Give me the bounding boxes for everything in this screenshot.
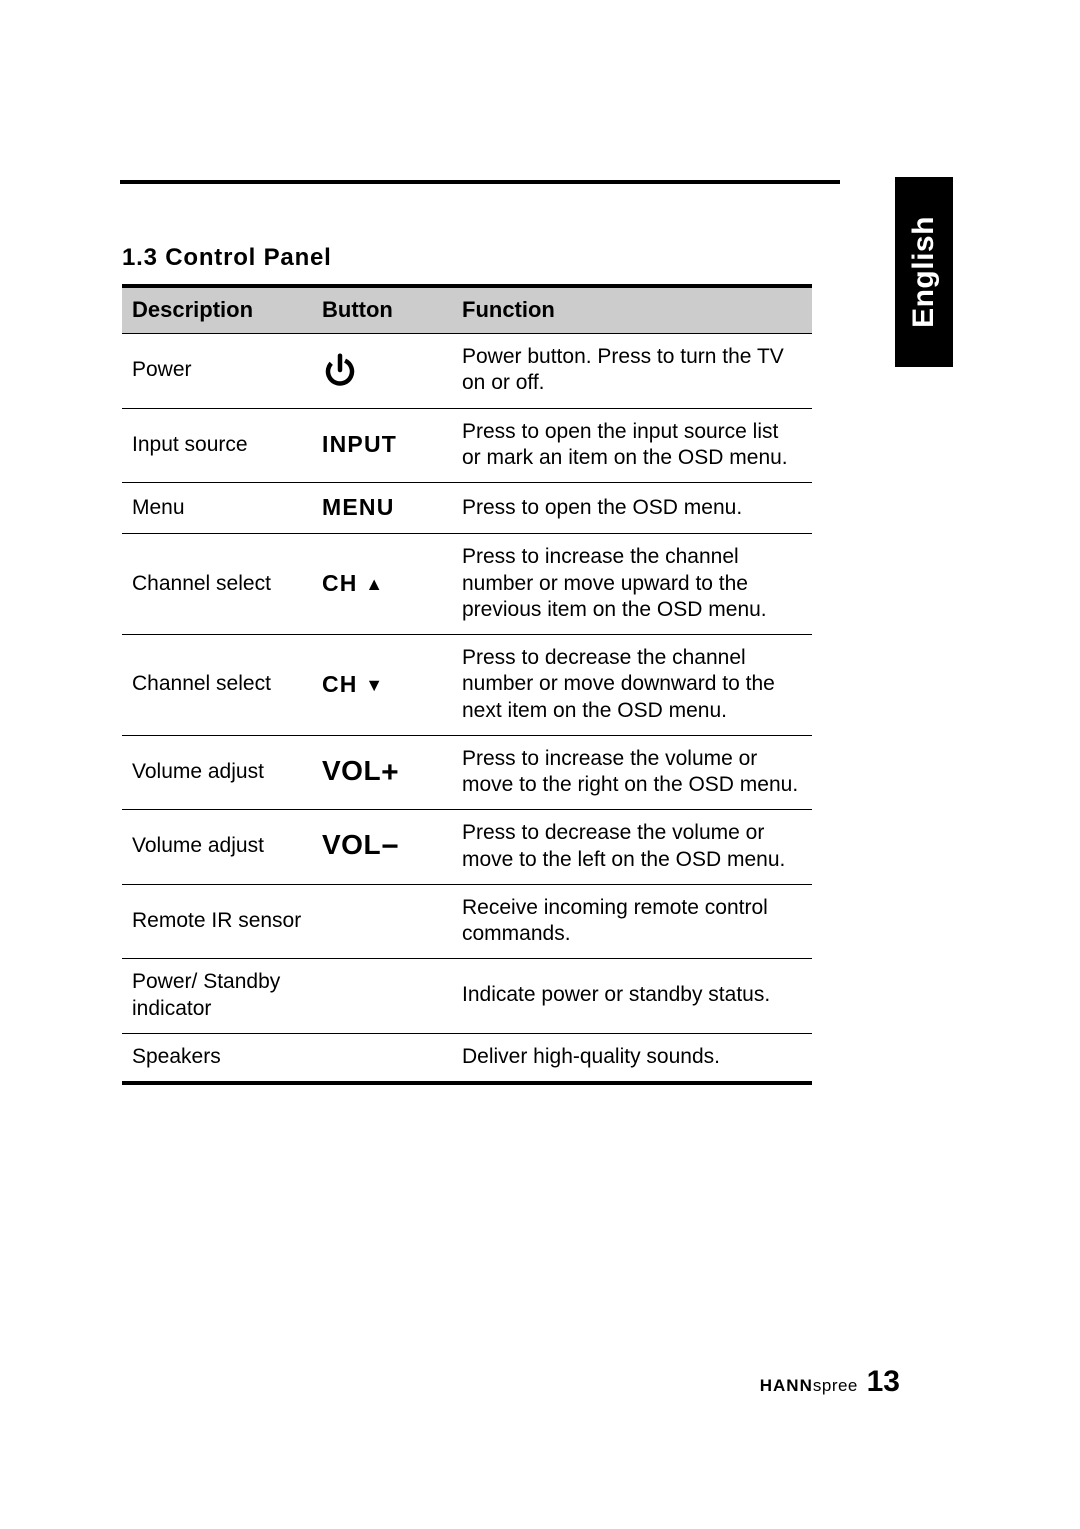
table-header-row: Description Button Function (122, 286, 812, 334)
cell-description: Input source (122, 408, 312, 483)
ch-text: CH (322, 671, 358, 697)
cell-button (312, 1033, 452, 1083)
cell-description: Menu (122, 483, 312, 534)
table-row: Menu MENU Press to open the OSD menu. (122, 483, 812, 534)
cell-button (312, 959, 452, 1034)
cell-function: Deliver high-quality sounds. (452, 1033, 812, 1083)
power-icon (322, 352, 442, 388)
col-header-description: Description (122, 286, 312, 334)
table-row: Speakers Deliver high-quality sounds. (122, 1033, 812, 1083)
cell-button: CH ▲ (312, 534, 452, 635)
cell-button: VOL− (312, 810, 452, 885)
input-button-label: INPUT (322, 431, 397, 457)
ch-up-label: CH ▲ (322, 570, 384, 596)
cell-description: Volume adjust (122, 810, 312, 885)
cell-button (312, 884, 452, 959)
manual-page: English 1.3 Control Panel Description Bu… (0, 0, 1080, 1529)
page-number: 13 (867, 1365, 900, 1398)
table-row: Remote IR sensor Receive incoming remote… (122, 884, 812, 959)
cell-function: Press to open the input source list or m… (452, 408, 812, 483)
table-row: Volume adjust VOL+ Press to increase the… (122, 735, 812, 810)
minus-icon: − (381, 830, 399, 863)
top-rule (120, 180, 840, 184)
vol-text: VOL (322, 829, 381, 860)
table-row: Power Power button. Press to turn the TV… (122, 334, 812, 409)
ch-text: CH (322, 570, 358, 596)
language-tab: English (895, 177, 953, 367)
cell-function: Press to open the OSD menu. (452, 483, 812, 534)
cell-description: Channel select (122, 534, 312, 635)
cell-button: INPUT (312, 408, 452, 483)
cell-button (312, 334, 452, 409)
vol-down-label: VOL− (322, 829, 399, 860)
page-footer: HANNspree 13 (760, 1365, 900, 1399)
table-row: Channel select CH ▲ Press to increase th… (122, 534, 812, 635)
cell-function: Press to decrease the volume or move to … (452, 810, 812, 885)
section-heading: 1.3 Control Panel (122, 244, 332, 272)
cell-description: Remote IR sensor (122, 884, 312, 959)
table-body: Power Power button. Press to turn the TV… (122, 334, 812, 1084)
triangle-up-icon: ▲ (365, 574, 384, 594)
cell-function: Press to increase the volume or move to … (452, 735, 812, 810)
ch-down-label: CH ▼ (322, 671, 384, 697)
table-row: Channel select CH ▼ Press to decrease th… (122, 635, 812, 736)
control-panel-table: Description Button Function Power Power … (122, 284, 812, 1085)
cell-description: Volume adjust (122, 735, 312, 810)
cell-function: Receive incoming remote control commands… (452, 884, 812, 959)
cell-function: Press to decrease the channel number or … (452, 635, 812, 736)
cell-function: Press to increase the channel number or … (452, 534, 812, 635)
cell-function: Indicate power or standby status. (452, 959, 812, 1034)
brand-light: spree (813, 1376, 858, 1395)
plus-icon: + (381, 756, 399, 789)
col-header-button: Button (312, 286, 452, 334)
brand-bold: HANN (760, 1376, 813, 1395)
language-label: English (907, 216, 941, 328)
menu-button-label: MENU (322, 494, 395, 520)
cell-button: MENU (312, 483, 452, 534)
table-row: Volume adjust VOL− Press to decrease the… (122, 810, 812, 885)
cell-description: Power/ Standby indicator (122, 959, 312, 1034)
vol-text: VOL (322, 755, 381, 786)
triangle-down-icon: ▼ (365, 675, 384, 695)
vol-up-label: VOL+ (322, 755, 399, 786)
table-row: Input source INPUT Press to open the inp… (122, 408, 812, 483)
cell-description: Power (122, 334, 312, 409)
cell-description: Speakers (122, 1033, 312, 1083)
table-row: Power/ Standby indicator Indicate power … (122, 959, 812, 1034)
cell-button: CH ▼ (312, 635, 452, 736)
col-header-function: Function (452, 286, 812, 334)
cell-function: Power button. Press to turn the TV on or… (452, 334, 812, 409)
cell-description: Channel select (122, 635, 312, 736)
cell-button: VOL+ (312, 735, 452, 810)
